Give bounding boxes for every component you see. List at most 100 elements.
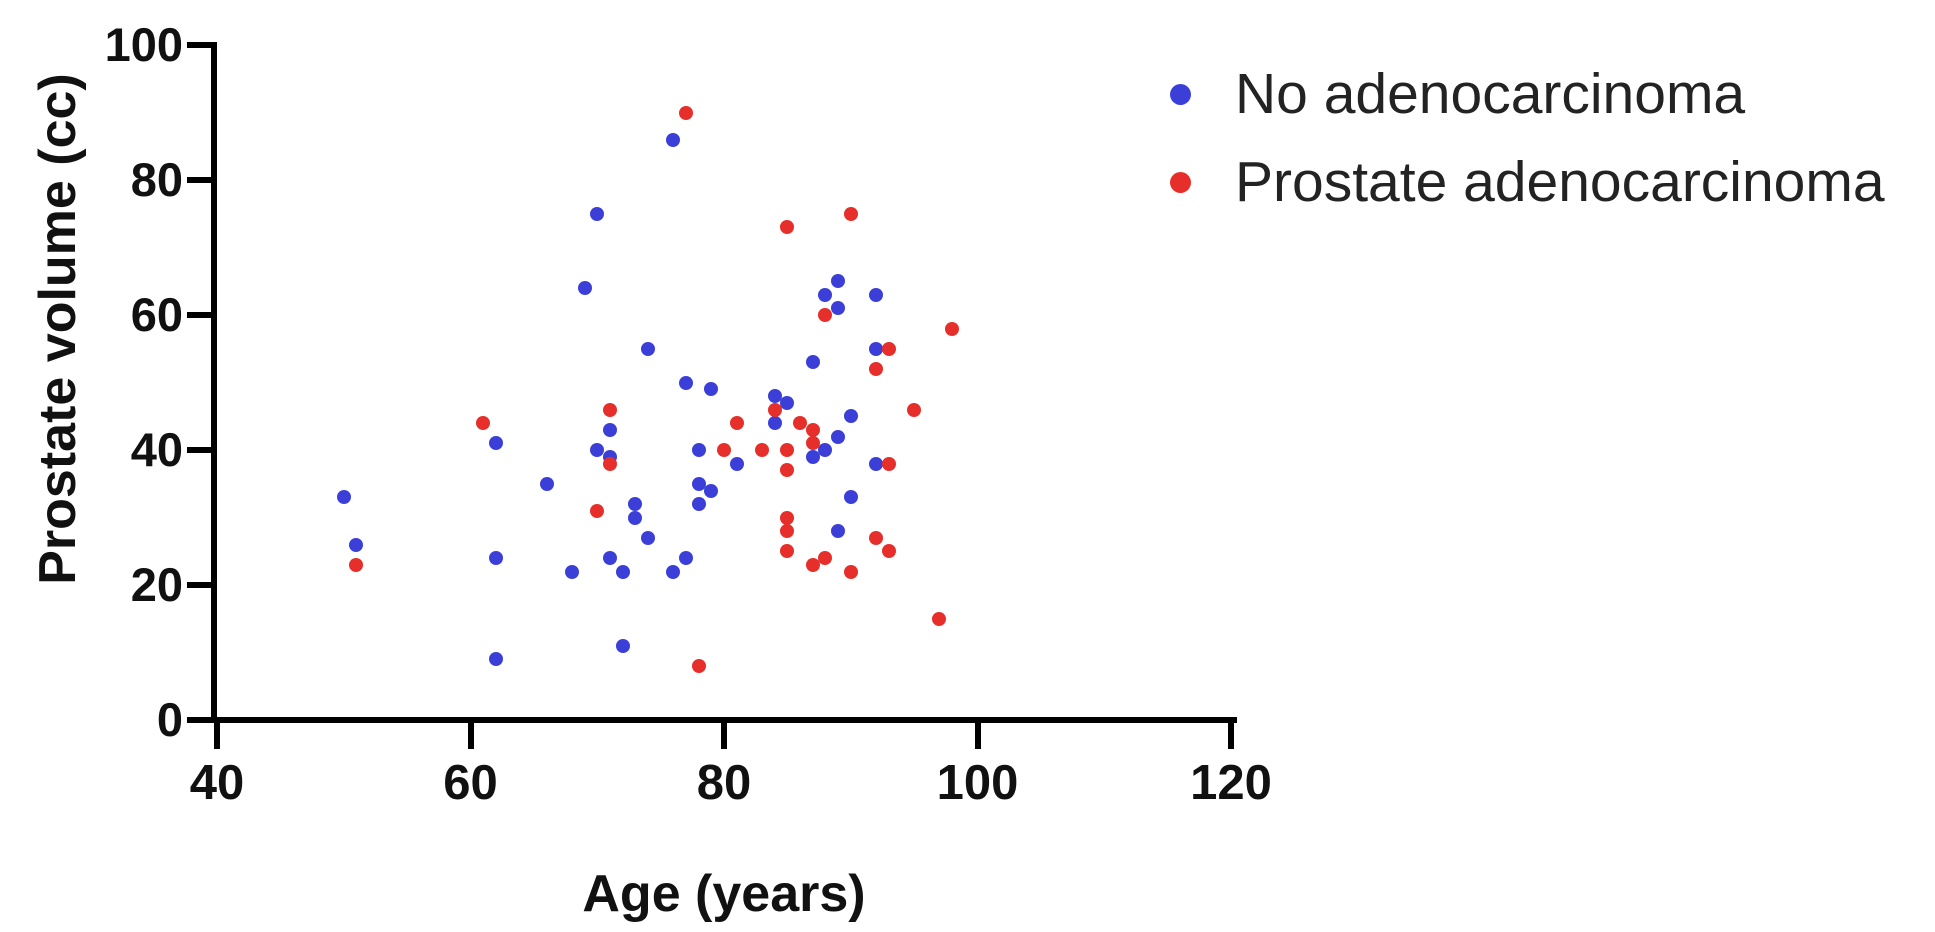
x-tick-label-60: 60 xyxy=(443,756,498,810)
x-tick-label-80: 80 xyxy=(696,756,752,810)
legend-item-prostate-adenocarcinoma: Prostate adenocarcinoma xyxy=(1158,144,1885,220)
data-point-prostate-adenocarcinoma xyxy=(793,416,808,430)
data-point-prostate-adenocarcinoma xyxy=(755,443,770,457)
y-tick-label-80: 80 xyxy=(130,153,183,206)
y-tick-label-20: 20 xyxy=(130,558,183,611)
data-point-no-adenocarcinoma xyxy=(590,443,605,457)
data-point-prostate-adenocarcinoma xyxy=(349,557,364,572)
data-point-prostate-adenocarcinoma xyxy=(780,443,795,457)
x-tick-60 xyxy=(467,723,474,749)
data-point-prostate-adenocarcinoma xyxy=(767,402,782,417)
y-tick-20 xyxy=(187,582,211,588)
data-point-prostate-adenocarcinoma xyxy=(881,456,896,471)
data-point-no-adenocarcinoma xyxy=(349,537,364,552)
data-point-no-adenocarcinoma xyxy=(488,436,503,451)
blue-dot-icon xyxy=(1170,83,1191,105)
x-axis-title: Age (years) xyxy=(582,865,866,923)
data-point-no-adenocarcinoma xyxy=(640,530,655,545)
data-point-no-adenocarcinoma xyxy=(691,476,706,491)
data-point-no-adenocarcinoma xyxy=(539,476,554,491)
data-point-prostate-adenocarcinoma xyxy=(602,402,617,417)
data-point-no-adenocarcinoma xyxy=(577,281,592,295)
data-point-prostate-adenocarcinoma xyxy=(780,220,795,235)
data-point-no-adenocarcinoma xyxy=(869,287,884,302)
data-point-no-adenocarcinoma xyxy=(678,551,693,565)
data-point-no-adenocarcinoma xyxy=(831,524,846,538)
data-point-prostate-adenocarcinoma xyxy=(691,659,706,673)
y-tick-label-40: 40 xyxy=(130,423,183,476)
x-tick-100 xyxy=(974,723,981,749)
data-point-no-adenocarcinoma xyxy=(818,443,833,457)
data-point-prostate-adenocarcinoma xyxy=(590,503,605,518)
data-point-no-adenocarcinoma xyxy=(666,564,681,579)
data-point-prostate-adenocarcinoma xyxy=(805,436,820,451)
data-point-no-adenocarcinoma xyxy=(640,341,655,356)
data-point-no-adenocarcinoma xyxy=(843,409,858,424)
data-point-no-adenocarcinoma xyxy=(780,395,795,410)
data-point-no-adenocarcinoma xyxy=(628,497,643,511)
data-point-prostate-adenocarcinoma xyxy=(476,416,491,430)
x-tick-80 xyxy=(721,723,727,749)
data-point-prostate-adenocarcinoma xyxy=(843,206,858,221)
red-dot-icon xyxy=(1170,171,1191,193)
data-point-no-adenocarcinoma xyxy=(767,416,782,430)
data-point-no-adenocarcinoma xyxy=(602,422,617,437)
legend: No adenocarcinoma Prostate adenocarcinom… xyxy=(1158,56,1885,220)
data-point-no-adenocarcinoma xyxy=(488,551,503,565)
data-point-no-adenocarcinoma xyxy=(666,132,681,147)
data-point-no-adenocarcinoma xyxy=(691,497,706,511)
data-point-no-adenocarcinoma xyxy=(336,490,351,505)
data-point-no-adenocarcinoma xyxy=(488,652,503,667)
data-point-prostate-adenocarcinoma xyxy=(602,456,617,471)
y-axis-line xyxy=(211,42,217,723)
data-point-no-adenocarcinoma xyxy=(704,382,719,397)
x-tick-label-120: 120 xyxy=(1190,756,1272,810)
legend-label: Prostate adenocarcinoma xyxy=(1235,150,1885,214)
data-point-no-adenocarcinoma xyxy=(678,375,693,390)
data-point-no-adenocarcinoma xyxy=(729,456,744,471)
data-point-prostate-adenocarcinoma xyxy=(881,341,896,356)
y-tick-40 xyxy=(187,447,211,453)
data-point-no-adenocarcinoma xyxy=(767,389,782,403)
data-point-prostate-adenocarcinoma xyxy=(780,510,795,525)
data-point-no-adenocarcinoma xyxy=(805,355,820,370)
x-tick-label-100: 100 xyxy=(936,756,1019,810)
data-point-prostate-adenocarcinoma xyxy=(907,402,922,417)
data-point-no-adenocarcinoma xyxy=(602,551,617,565)
legend-item-no-adenocarcinoma: No adenocarcinoma xyxy=(1158,56,1885,132)
y-tick-label-0: 0 xyxy=(156,693,183,746)
data-point-prostate-adenocarcinoma xyxy=(717,443,731,457)
data-point-prostate-adenocarcinoma xyxy=(818,551,833,565)
y-tick-100 xyxy=(187,42,211,48)
x-axis-line xyxy=(211,717,1237,723)
y-tick-label-60: 60 xyxy=(130,288,183,341)
data-point-prostate-adenocarcinoma xyxy=(843,564,858,579)
legend-label: No adenocarcinoma xyxy=(1235,62,1746,126)
y-tick-label-100: 100 xyxy=(104,18,183,71)
data-point-no-adenocarcinoma xyxy=(831,274,846,289)
data-point-no-adenocarcinoma xyxy=(831,429,846,444)
data-point-prostate-adenocarcinoma xyxy=(780,544,795,559)
y-tick-60 xyxy=(187,312,211,318)
data-point-no-adenocarcinoma xyxy=(590,206,605,221)
data-point-no-adenocarcinoma xyxy=(869,341,884,356)
data-point-no-adenocarcinoma xyxy=(843,490,858,505)
data-point-no-adenocarcinoma xyxy=(628,510,643,525)
data-point-no-adenocarcinoma xyxy=(831,301,846,316)
data-point-prostate-adenocarcinoma xyxy=(780,524,795,538)
data-point-no-adenocarcinoma xyxy=(564,564,579,579)
x-tick-label-40: 40 xyxy=(189,756,245,810)
data-point-prostate-adenocarcinoma xyxy=(678,105,693,120)
data-point-prostate-adenocarcinoma xyxy=(881,544,896,559)
data-point-prostate-adenocarcinoma xyxy=(932,611,947,626)
data-point-no-adenocarcinoma xyxy=(691,443,706,457)
data-point-prostate-adenocarcinoma xyxy=(869,530,884,545)
data-point-prostate-adenocarcinoma xyxy=(945,321,960,336)
data-point-no-adenocarcinoma xyxy=(615,638,630,653)
data-point-prostate-adenocarcinoma xyxy=(729,416,744,430)
data-point-no-adenocarcinoma xyxy=(615,564,630,579)
data-point-no-adenocarcinoma xyxy=(805,449,820,464)
y-tick-80 xyxy=(187,177,211,183)
x-tick-120 xyxy=(1228,723,1234,749)
